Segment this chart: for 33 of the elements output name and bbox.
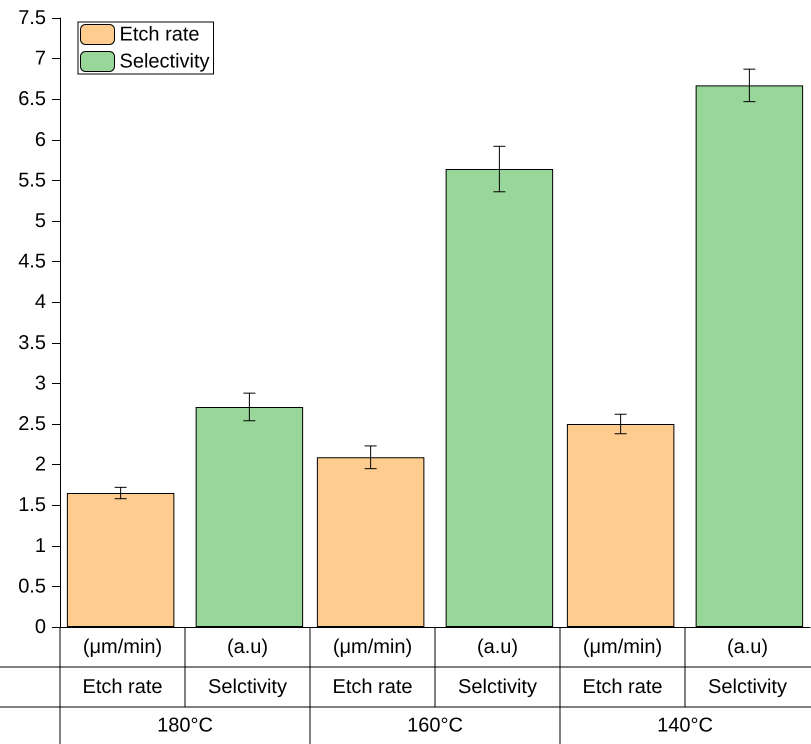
text: (a.u) — [226, 636, 268, 658]
y-tick-label: 7 — [34, 48, 46, 70]
y-tick-label: 6.5 — [18, 88, 46, 110]
x-tick-label: 160°C — [407, 714, 463, 736]
y-tick-label: 4 — [34, 291, 46, 314]
text: Selctivity — [458, 676, 537, 698]
y-tick-label: 6 — [34, 128, 46, 151]
y-tick-label: 1 — [34, 534, 46, 557]
y-tick-label: 2.5 — [18, 413, 46, 435]
text: (μm/min) — [82, 636, 162, 658]
text: (μm/min) — [332, 636, 412, 658]
y-tick-label: 7.5 — [18, 7, 46, 29]
text: Etch rate — [332, 676, 413, 698]
legend-label: Etch rate — [120, 24, 200, 46]
y-tick-label: 3 — [34, 372, 46, 394]
y-tick-label: 5.5 — [18, 169, 46, 192]
text: Selctivity — [208, 676, 287, 698]
x-tick-label: 180°C — [157, 714, 213, 736]
text: (μm/min) — [582, 636, 662, 658]
y-tick-label: 2 — [34, 454, 46, 476]
text: Etch rate — [82, 676, 163, 698]
y-tick-label: 0 — [34, 616, 46, 638]
text: Etch rate — [582, 676, 663, 698]
text: (a.u) — [476, 636, 518, 658]
y-tick-label: 4.5 — [18, 250, 46, 273]
legend-label: Selectivity — [120, 50, 210, 72]
y-tick-label: 5 — [34, 210, 46, 232]
text: (a.u) — [726, 636, 768, 658]
y-tick-label: 0.5 — [18, 575, 46, 598]
x-tick-label: 140°C — [657, 714, 713, 736]
y-tick-label: 1.5 — [18, 494, 46, 516]
text: Selctivity — [708, 676, 787, 698]
y-tick-label: 3.5 — [18, 332, 46, 354]
